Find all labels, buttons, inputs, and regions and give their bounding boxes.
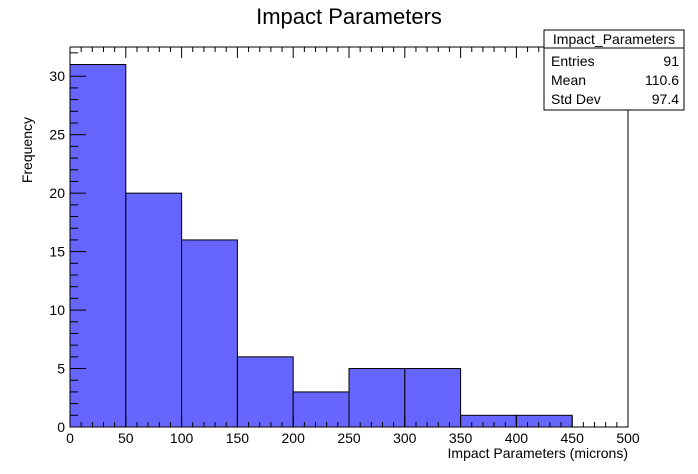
y-tick-label: 30 <box>49 68 65 84</box>
stats-stddev-value: 97.4 <box>652 91 679 107</box>
x-tick-label: 450 <box>561 430 585 446</box>
x-tick-label: 500 <box>616 430 640 446</box>
histogram-bar <box>515 414 573 428</box>
x-tick-label: 50 <box>118 430 134 446</box>
stats-box-frame <box>543 29 685 111</box>
stats-mean-label: Mean <box>551 72 586 88</box>
stats-stddev-label: Std Dev <box>551 91 601 107</box>
y-tick-label: 20 <box>49 185 65 201</box>
histogram-bars <box>69 64 573 428</box>
histogram-bar <box>348 368 406 428</box>
stats-box-title: Impact_Parameters <box>553 31 675 47</box>
chart-title: Impact Parameters <box>256 4 442 29</box>
x-tick-label: 300 <box>393 430 417 446</box>
x-tick-label: 350 <box>449 430 473 446</box>
y-axis-label: Frequency <box>19 117 35 183</box>
x-tick-label: 400 <box>505 430 529 446</box>
stats-entries-label: Entries <box>551 53 595 69</box>
histogram-bar <box>292 391 350 428</box>
y-axis-ticks: 0 5 10 15 20 25 30 <box>49 52 86 435</box>
histogram-bar <box>181 239 238 428</box>
stats-entries-value: 91 <box>663 53 679 69</box>
stats-mean-value: 110.6 <box>645 72 679 88</box>
histogram-bar <box>460 414 517 428</box>
histogram-bar <box>404 368 462 428</box>
y-tick-label: 10 <box>49 302 65 318</box>
x-tick-label: 200 <box>282 430 306 446</box>
y-tick-label: 5 <box>57 361 65 377</box>
stats-box: Impact_Parameters Entries 91 Mean 110.6 … <box>543 29 685 111</box>
histogram-bar <box>236 356 294 428</box>
histogram-bar <box>69 64 127 428</box>
x-axis-label: Impact Parameters (microns) <box>448 445 628 461</box>
y-tick-label: 25 <box>49 127 65 143</box>
x-tick-label: 150 <box>226 430 250 446</box>
x-tick-label: 100 <box>170 430 194 446</box>
y-tick-label: 0 <box>57 419 65 435</box>
x-tick-label: 0 <box>66 430 74 446</box>
x-tick-label: 250 <box>337 430 361 446</box>
y-tick-label: 15 <box>49 244 65 260</box>
histogram-bar <box>125 192 183 428</box>
